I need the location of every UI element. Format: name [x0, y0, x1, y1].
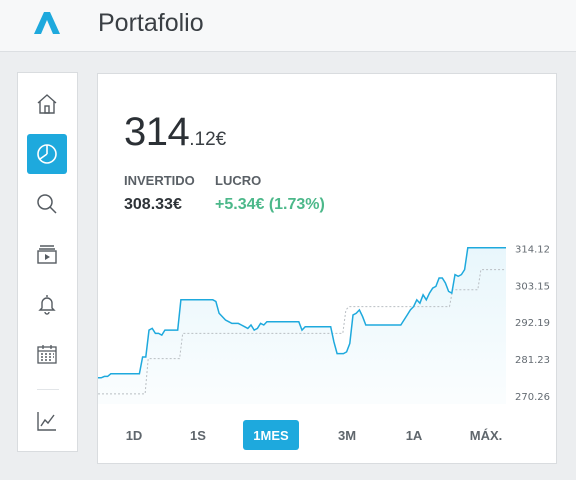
chart-series-value-line — [98, 247, 506, 379]
chart-area-fill — [98, 247, 506, 404]
brand-logo-icon[interactable] — [34, 12, 60, 34]
sidebar-divider — [37, 389, 59, 390]
y-tick-label: 270.26 — [515, 392, 550, 403]
sidebar-item-media[interactable] — [27, 234, 67, 274]
range-button-1s[interactable]: 1S — [190, 427, 206, 443]
y-tick-label: 303.15 — [515, 281, 550, 292]
sidebar-item-analytics[interactable] — [27, 401, 67, 441]
search-icon — [37, 194, 57, 214]
range-button-max[interactable]: MÁX. — [469, 427, 503, 443]
sidebar-item-alerts[interactable] — [27, 284, 67, 324]
sidebar-item-search[interactable] — [27, 184, 67, 224]
bell-icon — [38, 295, 56, 315]
top-bar: Portafolio — [0, 0, 576, 52]
sidebar-item-calendar[interactable] — [27, 334, 67, 374]
sidebar-item-portfolio[interactable] — [27, 134, 67, 174]
pie-chart-icon — [37, 144, 57, 164]
range-button-3m[interactable]: 3M — [337, 427, 357, 443]
portfolio-value-decimal: .12€ — [189, 129, 227, 150]
y-tick-label: 292.19 — [515, 318, 550, 329]
profit-value: +5.34€ (1.73%) — [215, 196, 325, 213]
trend-line-icon — [37, 412, 56, 431]
portfolio-chart[interactable]: 314.12 303.15 292.19 281.23 270.26 — [98, 224, 556, 414]
range-button-1mes[interactable]: 1MES — [243, 420, 299, 450]
range-button-1d[interactable]: 1D — [125, 427, 143, 443]
invested-label: INVERTIDO — [124, 173, 195, 188]
y-tick-label: 281.23 — [515, 355, 550, 366]
home-icon — [37, 94, 57, 114]
calendar-icon — [37, 345, 57, 364]
sidebar-item-home[interactable] — [27, 84, 67, 124]
range-button-1a[interactable]: 1A — [405, 427, 423, 443]
chart-y-axis: 314.12 303.15 292.19 281.23 270.26 — [515, 245, 550, 403]
chart-series-invested-line — [98, 269, 506, 395]
invested-value: 308.33€ — [124, 196, 182, 213]
portfolio-card: 314.12€ INVERTIDO LUCRO 308.33€ +5.34€ (… — [97, 73, 557, 464]
y-tick-label: 314.12 — [515, 245, 550, 256]
sidebar-nav — [17, 72, 78, 452]
portfolio-value: 314.12€ — [124, 110, 226, 155]
portfolio-value-integer: 314 — [124, 110, 190, 154]
page-title: Portafolio — [98, 9, 204, 37]
profit-label: LUCRO — [215, 173, 262, 188]
video-library-icon — [37, 245, 57, 264]
